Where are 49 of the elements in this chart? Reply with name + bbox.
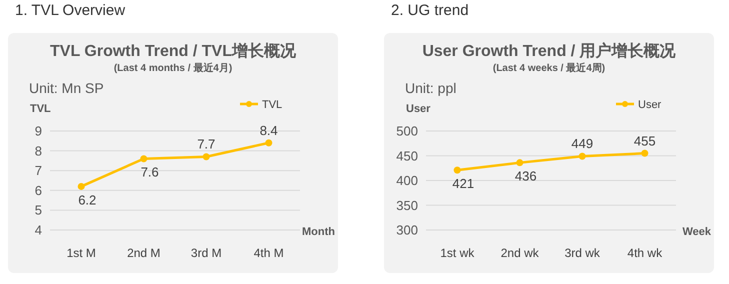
y-tick-label: 7	[34, 163, 42, 178]
y-tick-label: 450	[396, 148, 418, 164]
x-tick-label: 2nd M	[127, 246, 160, 260]
data-label: 6.2	[78, 192, 96, 208]
point	[578, 152, 586, 160]
chart-title: TVL Growth Trend / TVL增长概况	[50, 42, 297, 60]
point	[265, 139, 272, 146]
x-axis-title: Month	[302, 226, 336, 238]
x-tick-label: 3rd wk	[564, 246, 601, 260]
x-axis-title: Week	[682, 226, 712, 238]
y-tick-label: 4	[34, 222, 42, 238]
point	[140, 155, 148, 162]
point	[641, 150, 648, 157]
x-tick-label: 3rd M	[190, 246, 222, 260]
y-tick-label: 400	[396, 173, 418, 188]
x-tick-label: 4th wk	[627, 246, 664, 260]
text: 2. UG trend	[391, 2, 469, 19]
data-label: 8.4	[260, 122, 278, 138]
x-tick-label: 4th M	[254, 246, 284, 260]
text: Unit: ppl	[405, 80, 456, 96]
point	[78, 182, 85, 190]
text: 1. TVL Overview	[15, 2, 126, 19]
y-tick-label: 9	[34, 124, 42, 138]
point	[454, 166, 461, 174]
y-tick-label: 300	[396, 222, 418, 238]
data-label: 421	[452, 176, 474, 192]
data-label: 455	[634, 133, 656, 148]
x-tick-label: 2nd wk	[500, 246, 540, 260]
chart-title: User Growth Trend / 用户增长概况	[422, 42, 677, 60]
point	[202, 153, 210, 160]
legend-label: User	[638, 99, 662, 111]
y-tick-label: 6	[34, 182, 42, 198]
chart-subtitle: (Last 4 months / 最近4月)	[114, 62, 232, 74]
data-label: 7.6	[140, 164, 159, 180]
point	[516, 159, 524, 166]
y-tick-label: 5	[34, 202, 42, 218]
data-label: 449	[571, 136, 594, 152]
text: Unit: Mn SP	[29, 80, 104, 96]
legend-label: TVL	[262, 99, 282, 111]
y-tick-label: 350	[396, 198, 418, 213]
x-tick-label: 1st M	[66, 246, 96, 260]
y-tick-label: 500	[396, 124, 418, 138]
y-axis-title: User	[406, 103, 432, 115]
y-tick-label: 8	[34, 143, 42, 158]
chart-subtitle: (Last 4 weeks / 最近4周)	[492, 62, 606, 74]
y-axis-title: TVL	[30, 103, 52, 115]
x-tick-label: 1st wk	[440, 246, 476, 260]
data-label: 436	[514, 168, 537, 184]
data-label: 7.7	[197, 136, 216, 152]
